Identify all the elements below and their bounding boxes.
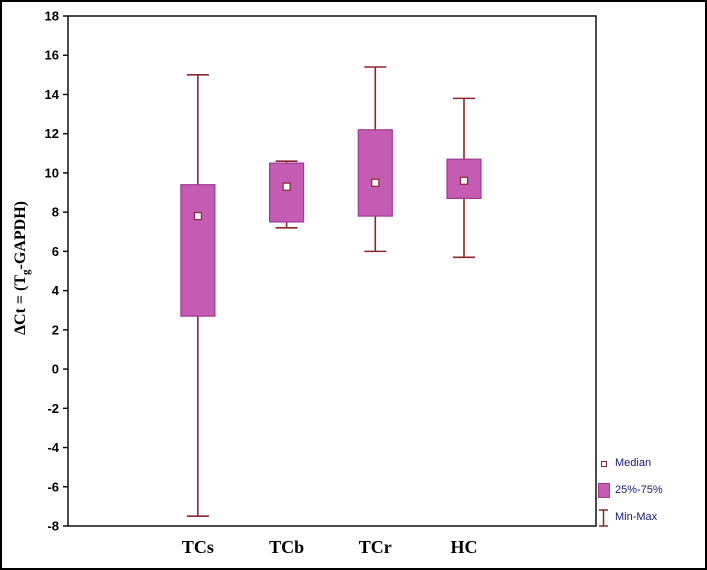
svg-text:10: 10	[45, 165, 59, 180]
x-axis-labels: TCs TCb TCr HC	[182, 537, 478, 557]
box-HC	[446, 97, 482, 259]
legend-label-minmax: Min-Max	[615, 511, 658, 523]
svg-text:TCr: TCr	[359, 537, 392, 557]
legend-sym-wrap	[595, 460, 612, 467]
svg-text:TCb: TCb	[269, 537, 304, 557]
box-TCb	[268, 160, 305, 229]
svg-text:18: 18	[45, 9, 59, 24]
svg-text:HC: HC	[451, 537, 478, 557]
box-series	[180, 66, 482, 517]
median-marker-icon	[600, 460, 607, 467]
svg-text:8: 8	[52, 205, 59, 220]
legend-item-median: Median	[595, 450, 705, 477]
y-axis-title-sub: g	[20, 269, 33, 275]
y-axis: -8 -6 -4 -2 0 2 4 6 8 10 12 14 16 18	[45, 9, 68, 534]
y-axis-title-post: -GAPDH)	[11, 201, 29, 270]
svg-text:-4: -4	[47, 440, 59, 455]
svg-text:6: 6	[52, 244, 59, 259]
y-axis-title-pre: ΔCt = (T	[11, 274, 29, 335]
legend: Median 25%-75% Min-Max	[595, 450, 705, 531]
legend-label-box: 25%-75%	[615, 484, 663, 496]
legend-item-minmax: Min-Max	[595, 504, 705, 531]
plot-frame	[67, 15, 597, 527]
svg-text:4: 4	[52, 283, 60, 298]
svg-text:TCs: TCs	[182, 537, 214, 557]
svg-text:-6: -6	[47, 479, 59, 494]
y-axis-title: ΔCt = (Tg-GAPDH)	[12, 201, 32, 335]
legend-sym-wrap	[595, 483, 612, 498]
box-TCs	[180, 74, 216, 517]
iqr-box-icon	[597, 483, 610, 498]
legend-item-box: 25%-75%	[595, 477, 705, 504]
svg-text:16: 16	[45, 48, 59, 63]
svg-text:2: 2	[52, 322, 59, 337]
svg-text:-2: -2	[47, 401, 59, 416]
legend-sym-wrap	[595, 508, 612, 528]
svg-text:14: 14	[45, 87, 60, 102]
svg-text:-8: -8	[47, 519, 59, 534]
svg-text:12: 12	[45, 126, 59, 141]
svg-text:0: 0	[52, 362, 59, 377]
min-max-whisker-icon	[599, 508, 608, 527]
box-TCr	[357, 66, 393, 253]
legend-label-median: Median	[615, 457, 652, 469]
